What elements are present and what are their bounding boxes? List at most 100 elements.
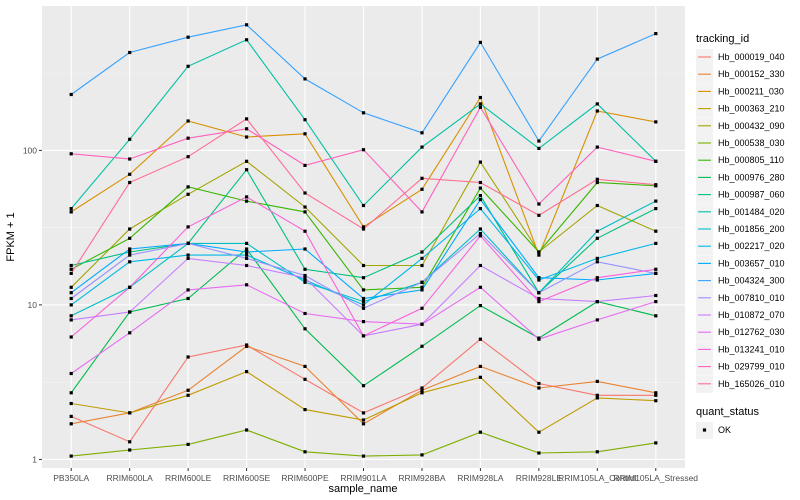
- legend-label: Hb_001856_200: [718, 224, 785, 234]
- data-point: [654, 393, 658, 397]
- data-point: [537, 291, 541, 295]
- data-point: [245, 38, 249, 42]
- data-point: [478, 337, 482, 341]
- data-point: [654, 241, 658, 245]
- x-tick-label: RRIM928BA: [398, 473, 446, 483]
- data-point: [361, 454, 366, 458]
- data-point: [595, 450, 599, 454]
- data-point: [69, 318, 73, 322]
- data-point: [245, 283, 249, 287]
- data-point: [478, 40, 482, 44]
- legend-label: Hb_013241_010: [718, 344, 785, 354]
- data-point: [537, 146, 541, 150]
- x-tick-label: PB350LA: [53, 473, 89, 483]
- data-point: [420, 176, 424, 180]
- data-point: [303, 118, 307, 122]
- data-point: [69, 291, 73, 295]
- data-point: [478, 186, 482, 190]
- data-point: [186, 35, 190, 39]
- data-point: [245, 135, 249, 139]
- data-point: [420, 322, 424, 326]
- data-point: [361, 263, 366, 268]
- data-point: [537, 276, 541, 280]
- data-point: [303, 210, 307, 214]
- data-point: [537, 202, 541, 206]
- data-point: [654, 293, 658, 298]
- data-point: [361, 276, 366, 280]
- legend-label: Hb_000211_030: [718, 86, 784, 96]
- x-axis-title: sample_name: [328, 483, 397, 495]
- data-point: [69, 422, 73, 426]
- data-point: [303, 191, 307, 195]
- data-point: [245, 168, 249, 172]
- legend-label: Hb_000805_110: [718, 155, 784, 165]
- data-point: [69, 285, 73, 289]
- data-point: [654, 229, 658, 233]
- data-point: [420, 453, 424, 457]
- data-point: [420, 280, 424, 284]
- data-point: [595, 102, 599, 106]
- data-point: [595, 300, 599, 304]
- data-point: [128, 448, 132, 452]
- legend-label: Hb_000976_280: [718, 172, 785, 182]
- legend-label: Hb_000987_060: [718, 190, 785, 200]
- data-point: [478, 234, 482, 238]
- data-point: [245, 199, 249, 203]
- data-point: [186, 393, 190, 397]
- data-point: [186, 185, 190, 189]
- data-point: [420, 131, 424, 135]
- legend-label: Hb_003657_010: [718, 258, 785, 268]
- y-tick-label: 10: [28, 300, 38, 310]
- data-point: [303, 276, 307, 280]
- data-point: [69, 267, 73, 271]
- data-point: [420, 250, 424, 254]
- legend-label: Hb_010872_070: [718, 310, 785, 320]
- data-point: [595, 177, 599, 181]
- data-point: [595, 203, 599, 208]
- data-point: [361, 418, 366, 422]
- data-point: [69, 303, 73, 307]
- data-point: [245, 127, 249, 131]
- legend-label: Hb_000538_030: [718, 138, 785, 148]
- data-point: [245, 250, 249, 254]
- data-point: [186, 119, 190, 123]
- data-point: [537, 139, 541, 143]
- data-point: [361, 303, 366, 307]
- data-point: [303, 77, 307, 81]
- legend-label: Hb_004324_300: [718, 276, 785, 286]
- data-point: [303, 267, 307, 271]
- data-point: [537, 278, 541, 282]
- data-point: [186, 64, 190, 68]
- data-point: [420, 263, 424, 268]
- shape-legend-label: OK: [718, 425, 731, 435]
- data-point: [595, 318, 599, 322]
- data-point: [478, 227, 482, 231]
- data-point: [654, 300, 658, 304]
- data-point: [420, 285, 424, 289]
- shape-legend-square-icon: [702, 428, 707, 432]
- data-point: [303, 280, 307, 284]
- data-point: [303, 163, 307, 167]
- data-point: [69, 314, 73, 318]
- data-point: [420, 145, 424, 149]
- color-legend: tracking_id Hb_000019_040 Hb_000152_330 Hb…: [696, 33, 785, 393]
- data-point: [245, 195, 249, 199]
- legend-label: Hb_029799_010: [718, 362, 785, 372]
- x-tick-label: RRIM105LA_Control: [558, 473, 637, 483]
- data-point: [128, 236, 132, 240]
- data-point: [186, 442, 190, 446]
- data-point: [537, 250, 541, 254]
- x-tick-label: RRIM105LA_Stressed: [613, 473, 698, 483]
- legend-label: Hb_000152_330: [718, 69, 785, 79]
- data-point: [69, 414, 73, 418]
- data-point: [654, 207, 658, 211]
- x-tick-label: RRIM600LA: [107, 473, 154, 483]
- legend-label: Hb_012762_030: [718, 327, 785, 337]
- x-axis: PB350LA RRIM600LA RRIM600LE RRIM600SE RRIM60…: [53, 468, 698, 483]
- x-tick-label: RRIM600PE: [281, 473, 329, 483]
- data-point: [69, 210, 73, 214]
- data-point: [595, 57, 599, 61]
- data-point: [245, 428, 249, 432]
- data-point: [420, 256, 424, 260]
- legend-label: Hb_165026_010: [718, 379, 785, 389]
